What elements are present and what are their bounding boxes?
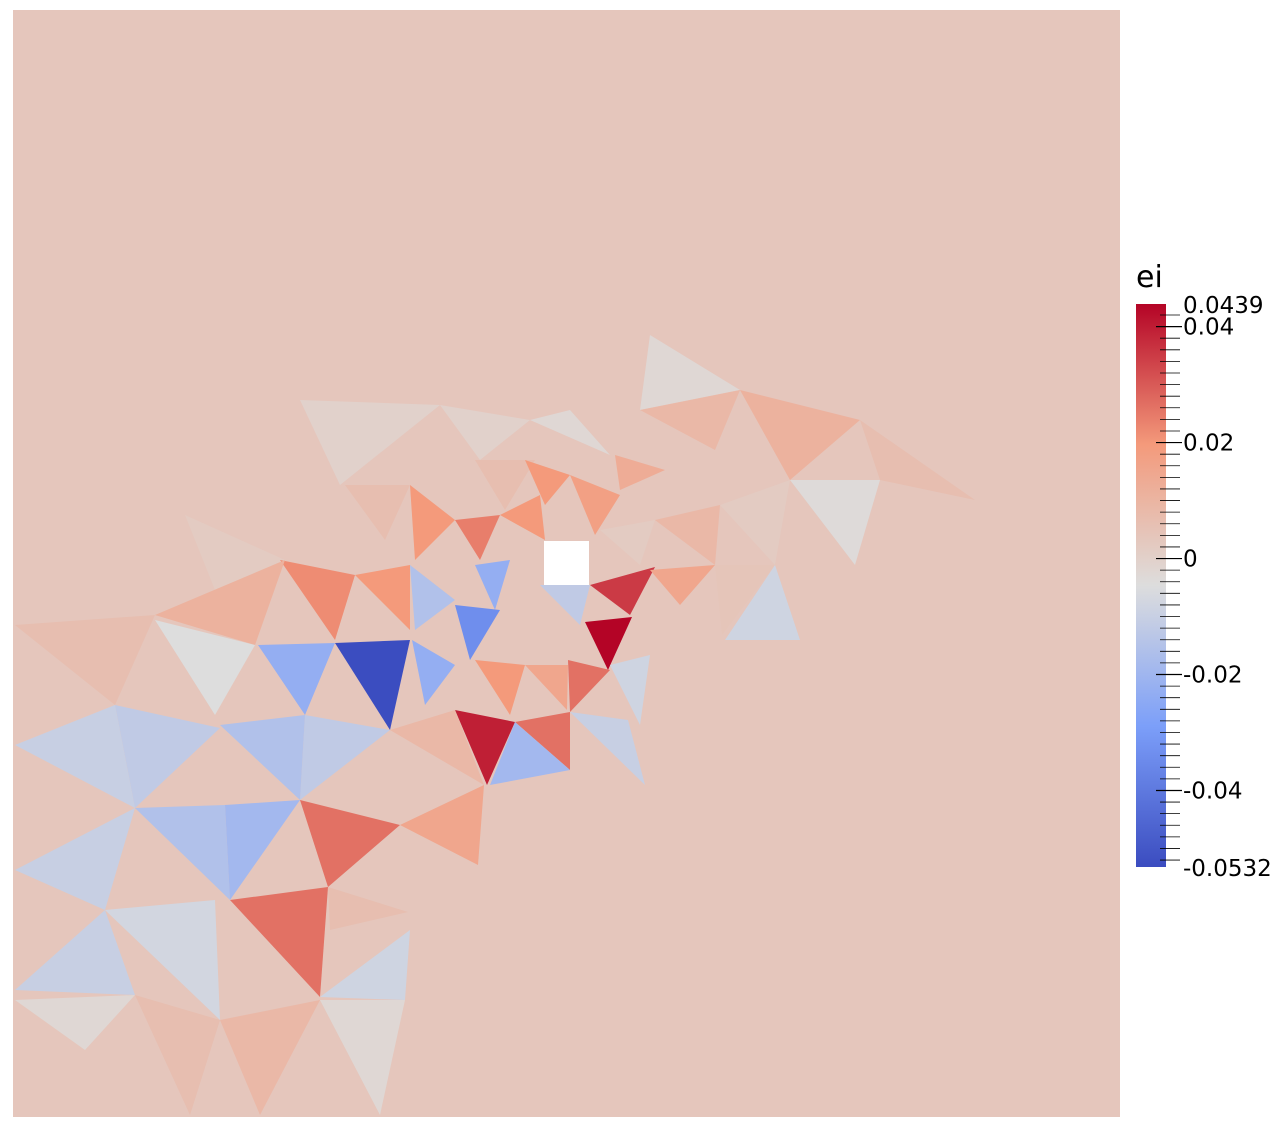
mesh-cell — [720, 480, 790, 565]
mesh-cell — [320, 1000, 405, 1115]
mesh-cell — [135, 995, 220, 1115]
mesh-cell — [230, 887, 328, 997]
mesh-cell — [525, 665, 568, 710]
mesh-cell — [655, 505, 720, 565]
mesh-cell — [335, 640, 410, 730]
colorbar-tick-label: 0.04 — [1183, 315, 1234, 341]
mesh-cell — [500, 495, 545, 540]
mesh-cell — [258, 643, 335, 715]
mesh-cell — [515, 712, 570, 770]
mesh-cell — [15, 615, 155, 705]
mesh-cell — [328, 887, 408, 930]
mesh-cell — [300, 400, 440, 485]
mesh-cell — [615, 455, 665, 490]
colorbar-max-label: 0.0439 — [1183, 293, 1263, 319]
mesh-cell — [610, 655, 650, 725]
mesh-cell — [540, 585, 590, 625]
mesh-cell — [790, 480, 880, 565]
mesh-cell — [568, 660, 610, 712]
mesh-cell — [225, 800, 300, 900]
mesh-cell — [585, 617, 632, 670]
mesh-cell — [490, 722, 570, 785]
mesh-cell — [475, 460, 535, 510]
mesh-cell — [412, 640, 455, 705]
mesh-cell — [410, 485, 455, 560]
colorbar-major-ticks: 0.04 0.02 0 -0.02 -0.04 — [1156, 315, 1243, 804]
colorbar-tick-label: 0 — [1183, 547, 1198, 573]
mesh-cell — [300, 715, 390, 800]
mesh-cell — [440, 405, 530, 460]
mesh-cell — [105, 900, 220, 1020]
mesh-cell — [355, 565, 410, 630]
mesh-cell — [715, 565, 775, 635]
colorbar-minor-ticks — [1160, 314, 1180, 861]
colorbar: ei 0.04 0.02 0 -0.02 -0.04 0.0439 -0.0532 — [1136, 260, 1272, 882]
domain-hole — [544, 541, 589, 585]
mesh-cell — [410, 565, 455, 630]
colorbar-tick-label: 0.02 — [1183, 431, 1234, 457]
mesh-cell — [455, 710, 515, 785]
mesh-cell — [600, 520, 655, 565]
mesh-cell — [475, 660, 525, 715]
mesh-cell — [530, 410, 610, 455]
mesh-cell — [15, 910, 135, 995]
mesh-domain — [13, 10, 1120, 1117]
mesh-cell — [185, 515, 285, 590]
mesh-cell — [400, 785, 484, 865]
mesh-cell — [740, 390, 860, 480]
mesh-cell — [115, 705, 220, 808]
colorbar-min-label: -0.0532 — [1183, 856, 1272, 882]
colorbar-tick-label: -0.02 — [1183, 663, 1243, 689]
mesh-cell — [725, 565, 800, 640]
mesh-cell — [860, 420, 975, 500]
mesh-cell — [220, 715, 305, 800]
mesh-cell — [280, 560, 355, 640]
colorbar-title: ei — [1136, 260, 1163, 295]
mesh-cell — [640, 335, 740, 410]
colorbar-gradient — [1136, 304, 1166, 867]
colorbar-tick-label: -0.04 — [1183, 778, 1243, 804]
mesh-cell — [320, 930, 410, 1000]
mesh-cell — [640, 390, 740, 450]
mesh-cell — [390, 710, 484, 785]
mesh-cell — [15, 705, 135, 808]
mesh-triangles — [15, 335, 975, 1115]
mesh-cell — [155, 560, 285, 645]
mesh-cell — [155, 620, 255, 715]
mesh-cell — [15, 995, 135, 1050]
mesh-cell — [455, 605, 500, 660]
mesh-cell — [570, 475, 620, 535]
mesh-cell — [15, 808, 135, 910]
mesh-cell — [455, 515, 500, 560]
mesh-cell — [590, 567, 655, 615]
mesh-cell — [570, 712, 645, 785]
mesh-cell — [475, 560, 510, 610]
mesh-cell — [300, 800, 400, 887]
mesh-cell — [650, 565, 715, 605]
mesh-cell — [345, 485, 410, 540]
mesh-cell — [135, 805, 230, 900]
mesh-cell — [220, 1000, 320, 1115]
mesh-cell — [525, 460, 570, 505]
